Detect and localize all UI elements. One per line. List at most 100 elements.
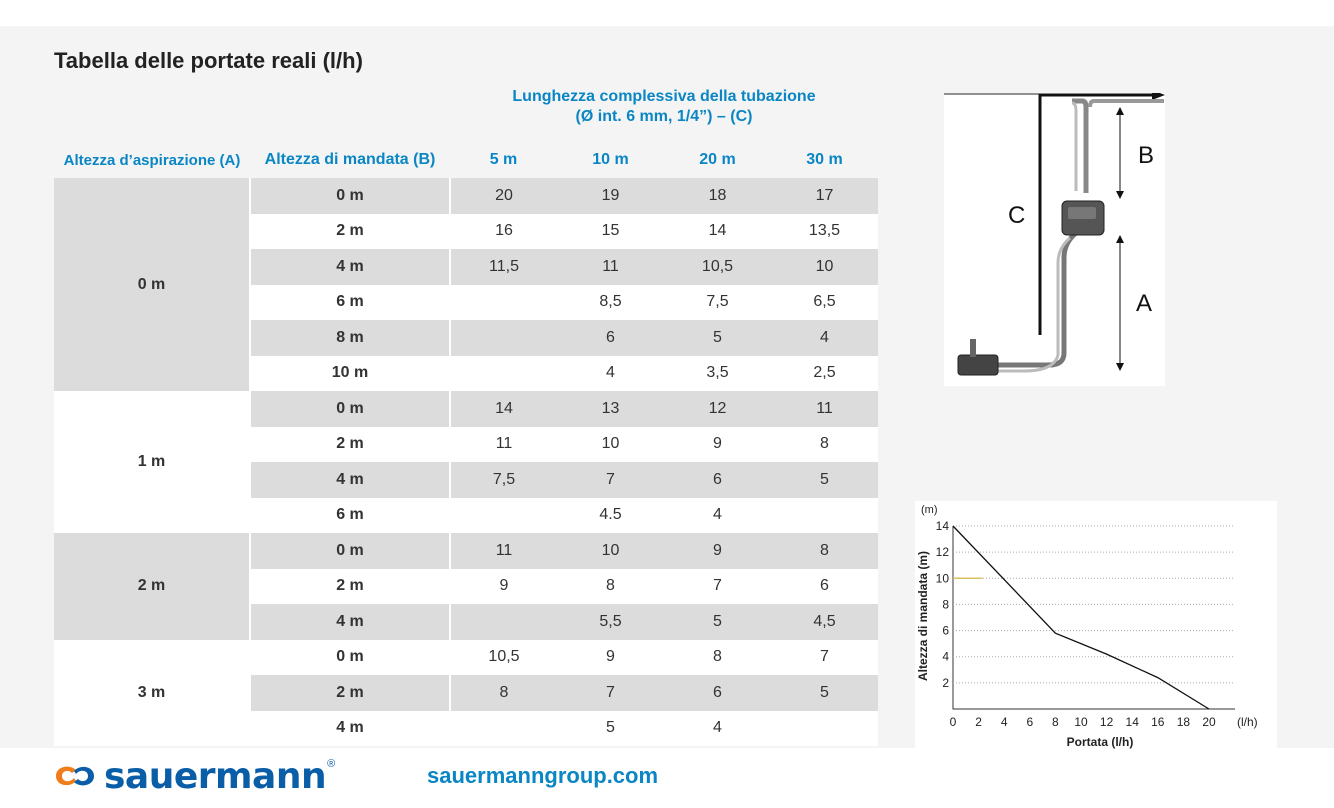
flow-value-cell: 10,5 (664, 249, 771, 285)
flow-value-cell (449, 604, 557, 640)
col-header-suction-height: Altezza d’aspirazione (A) (63, 151, 241, 169)
x-axis-title: Portata (l/h) (1067, 735, 1134, 749)
table-row: 4 m 7,5 7 6 5 (54, 462, 878, 498)
flow-value-cell: 9 (664, 426, 771, 462)
website-link[interactable]: sauermanngroup.com (427, 763, 659, 788)
x-tick-label: 10 (1074, 715, 1088, 729)
suction-height-cell: 2 m (54, 533, 250, 640)
flow-value-cell: 15 (557, 213, 664, 249)
flow-value-cell: 9 (449, 568, 557, 604)
series-line (952, 525, 1210, 710)
flow-value-cell: 11 (557, 249, 664, 285)
table-row: 2 m 16 15 14 13,5 (54, 213, 878, 249)
flow-value-cell: 2,5 (771, 355, 878, 391)
y-tick-label: 6 (942, 624, 949, 638)
flow-value-cell: 8 (771, 426, 878, 462)
tube-segment (974, 236, 1071, 373)
discharge-height-cell: 2 m (249, 675, 450, 711)
col-header-discharge-height: Altezza di mandata (B) (264, 151, 436, 168)
flow-value-cell: 14 (449, 391, 557, 427)
pipe-length-header: Lunghezza complessiva della tubazione (Ø… (450, 72, 878, 142)
flow-value-cell: 6 (557, 320, 664, 356)
pipe-length-line (1038, 93, 1156, 335)
x-tick-label: 18 (1177, 715, 1191, 729)
y-tick-label: 4 (942, 650, 949, 664)
flow-value-cell: 18 (664, 178, 771, 214)
flow-value-cell (449, 355, 557, 391)
x-tick-label: 4 (1001, 715, 1008, 729)
flow-value-cell: 13 (557, 391, 664, 427)
table-row: 4 m 5,5 5 4,5 (54, 604, 878, 640)
suction-height-cell: 1 m (54, 391, 250, 533)
brand-logo: sauermann ® (52, 754, 335, 798)
flow-chart-svg: 2 4 6 8 10 12 14 0 2 4 6 8 10 12 14 16 18 20 (m) (l/h) Po… (916, 504, 1258, 749)
pipe-length-header-line2: (Ø int. 6 mm, 1/4”) – (C) (575, 108, 753, 125)
flow-value-cell: 7 (557, 675, 664, 711)
installation-diagram-svg: B C A (944, 93, 1165, 376)
flow-value-cell: 4.5 (557, 497, 664, 533)
flow-value-cell: 19 (557, 178, 664, 214)
col-header-length-30m: 30 m (806, 151, 843, 168)
x-tick-label: 16 (1151, 715, 1165, 729)
flow-value-cell: 8 (449, 675, 557, 711)
y-tick-label: 8 (942, 597, 949, 611)
col-header-length-20m: 20 m (699, 151, 736, 168)
col-header-length-5m: 5 m (489, 151, 518, 168)
y-tick-label: 2 (942, 676, 949, 690)
flow-value-cell: 11 (449, 426, 557, 462)
tube-segment (1088, 99, 1164, 108)
x-tick-label: 0 (950, 715, 957, 729)
x-tick-label: 20 (1202, 715, 1216, 729)
discharge-height-cell: 0 m (249, 533, 450, 569)
page-title: Tabella delle portate reali (l/h) (54, 48, 363, 73)
y-tick-label: 12 (936, 545, 950, 559)
flow-value-cell: 6,5 (771, 284, 878, 320)
flow-value-cell: 7,5 (664, 284, 771, 320)
x-unit-label: (l/h) (1237, 715, 1258, 729)
y-unit-label: (m) (921, 504, 938, 516)
discharge-height-cell: 6 m (249, 284, 450, 320)
discharge-height-cell: 0 m (249, 178, 450, 214)
tube-segment (1071, 101, 1078, 191)
y-tick-label: 10 (936, 571, 950, 585)
discharge-height-cell: 4 m (249, 710, 450, 746)
flow-value-cell: 17 (771, 178, 878, 214)
flow-value-cell: 4 (664, 710, 771, 746)
flow-value-cell: 8 (664, 639, 771, 675)
flow-value-cell: 5 (771, 462, 878, 498)
flow-value-cell: 10 (557, 533, 664, 569)
flow-value-cell: 11,5 (449, 249, 557, 285)
flow-value-cell: 8 (557, 568, 664, 604)
flow-value-cell: 5 (664, 604, 771, 640)
flow-value-cell: 4 (771, 320, 878, 356)
flow-value-cell: 10 (771, 249, 878, 285)
flow-value-cell: 7 (771, 639, 878, 675)
brand-logo-icon (56, 766, 94, 786)
discharge-height-cell: 2 m (249, 426, 450, 462)
arrow-down-icon (1116, 363, 1124, 371)
y-axis-title: Altezza di mandata (m) (916, 551, 930, 681)
table-row: 10 m 4 3,5 2,5 (54, 355, 878, 391)
discharge-height-cell: 2 m (249, 568, 450, 604)
flow-value-cell: 12 (664, 391, 771, 427)
flow-value-cell: 7 (664, 568, 771, 604)
x-tick-label: 14 (1126, 715, 1140, 729)
registered-mark: ® (327, 758, 336, 770)
x-tick-label: 12 (1100, 715, 1114, 729)
flow-value-cell: 4 (557, 355, 664, 391)
col-header-length-10m: 10 m (592, 151, 629, 168)
discharge-height-cell: 4 m (249, 604, 450, 640)
flow-value-cell: 11 (771, 391, 878, 427)
flow-value-cell: 5 (557, 710, 664, 746)
flow-value-cell (449, 497, 557, 533)
arrow-right-icon (1152, 93, 1165, 100)
x-tick-label: 6 (1026, 715, 1033, 729)
flow-value-cell: 5 (664, 320, 771, 356)
y-tick-label: 14 (936, 519, 950, 533)
flow-value-cell: 3,5 (664, 355, 771, 391)
flow-value-cell: 10 (557, 426, 664, 462)
